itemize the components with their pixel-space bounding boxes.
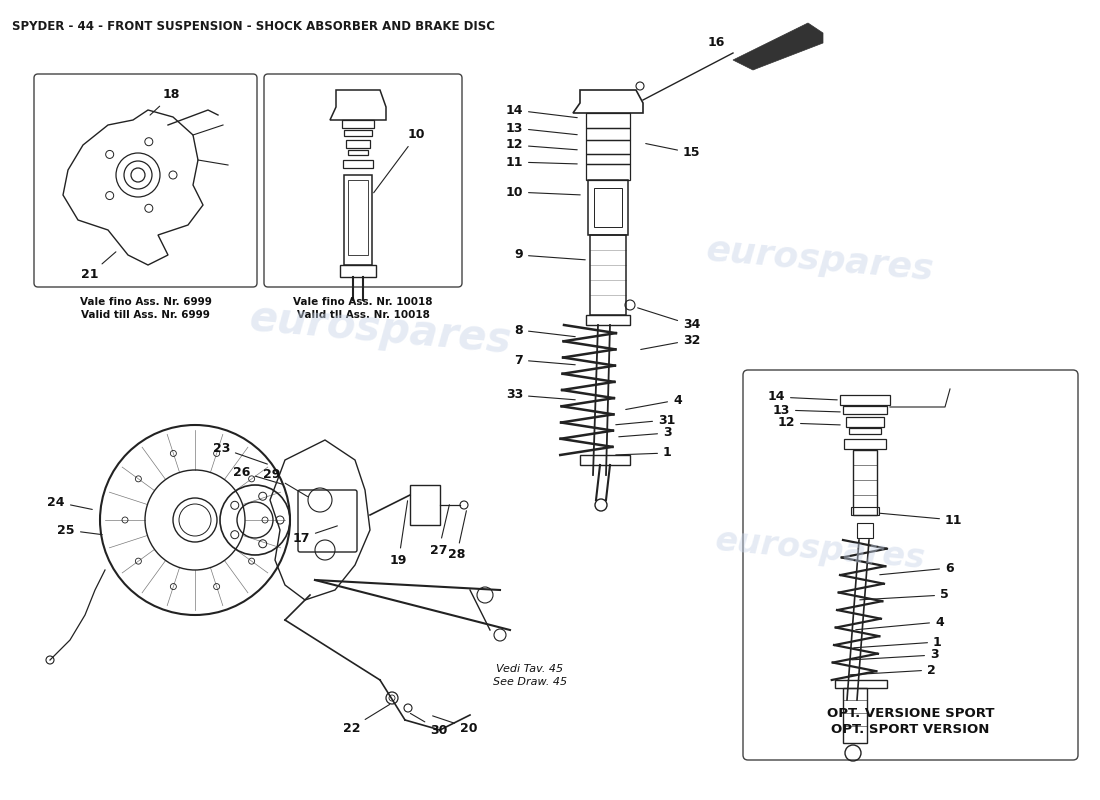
Text: 13: 13: [506, 122, 578, 134]
Text: 18: 18: [150, 89, 180, 115]
Bar: [594, 188, 621, 227]
Text: 14: 14: [768, 390, 837, 403]
Text: 30: 30: [410, 714, 448, 737]
Text: 12: 12: [506, 138, 578, 151]
Text: eurospares: eurospares: [714, 524, 926, 576]
Text: 24: 24: [47, 495, 92, 510]
Bar: [590, 235, 626, 315]
Text: eurospares: eurospares: [705, 233, 935, 287]
Text: 17: 17: [293, 526, 338, 545]
Bar: [344, 175, 372, 265]
Text: 33: 33: [506, 389, 575, 402]
Bar: [586, 164, 630, 180]
Text: 7: 7: [515, 354, 575, 366]
Text: 2: 2: [850, 663, 936, 677]
Text: 31: 31: [616, 414, 675, 426]
Bar: [586, 315, 630, 325]
Text: 28: 28: [448, 510, 466, 562]
Bar: [348, 180, 369, 255]
Text: 16: 16: [708, 36, 725, 49]
Text: OPT. VERSIONE SPORT: OPT. VERSIONE SPORT: [827, 707, 994, 720]
Text: 23: 23: [212, 442, 267, 464]
Bar: [348, 150, 369, 155]
Text: 19: 19: [390, 501, 408, 566]
Text: 21: 21: [80, 252, 116, 282]
Text: 8: 8: [515, 323, 575, 337]
Text: 11: 11: [506, 155, 578, 169]
Text: 13: 13: [772, 403, 840, 417]
Text: 4: 4: [626, 394, 682, 410]
Text: 1: 1: [854, 635, 942, 649]
Bar: [346, 140, 370, 148]
Bar: [846, 417, 884, 427]
Text: Valid till Ass. Nr. 6999: Valid till Ass. Nr. 6999: [81, 310, 210, 320]
Bar: [843, 406, 887, 414]
Text: Vale fino Ass. Nr. 10018: Vale fino Ass. Nr. 10018: [294, 297, 432, 307]
Bar: [849, 428, 881, 434]
Text: 25: 25: [57, 523, 102, 537]
Text: Vedi Tav. 45: Vedi Tav. 45: [496, 664, 563, 674]
Text: SPYDER - 44 - FRONT SUSPENSION - SHOCK ABSORBER AND BRAKE DISC: SPYDER - 44 - FRONT SUSPENSION - SHOCK A…: [12, 20, 495, 33]
Text: 10: 10: [506, 186, 580, 198]
Text: 34: 34: [638, 308, 701, 331]
Text: 22: 22: [342, 705, 389, 734]
Text: 20: 20: [432, 716, 477, 734]
Text: 32: 32: [640, 334, 701, 350]
Text: 4: 4: [856, 615, 944, 630]
Bar: [342, 120, 374, 128]
Bar: [851, 507, 879, 515]
Text: 29: 29: [263, 469, 308, 497]
Text: 27: 27: [430, 505, 450, 557]
Bar: [580, 455, 630, 465]
Text: 26: 26: [232, 466, 283, 484]
Text: See Draw. 45: See Draw. 45: [493, 677, 568, 687]
Text: 3: 3: [851, 649, 938, 662]
Text: 11: 11: [880, 514, 962, 526]
Bar: [586, 140, 630, 154]
Text: 3: 3: [619, 426, 672, 439]
Text: 5: 5: [860, 589, 948, 602]
Text: OPT. SPORT VERSION: OPT. SPORT VERSION: [832, 723, 990, 736]
Bar: [857, 523, 873, 538]
Bar: [852, 450, 877, 515]
Text: Valld tll Ass. Nr. 10018: Valld tll Ass. Nr. 10018: [297, 310, 429, 320]
Text: 12: 12: [778, 417, 840, 430]
Bar: [586, 128, 630, 140]
Text: 6: 6: [880, 562, 954, 574]
Bar: [340, 265, 376, 277]
Text: 10: 10: [374, 129, 426, 193]
Text: 15: 15: [646, 143, 701, 159]
Bar: [844, 439, 886, 449]
Bar: [344, 130, 372, 136]
Bar: [586, 113, 630, 128]
Polygon shape: [733, 23, 823, 70]
Text: Vale fino Ass. Nr. 6999: Vale fino Ass. Nr. 6999: [79, 297, 211, 307]
Text: 9: 9: [515, 249, 585, 262]
Bar: [586, 154, 630, 164]
Text: 14: 14: [506, 103, 578, 118]
Bar: [840, 395, 890, 405]
Text: 1: 1: [616, 446, 672, 459]
Bar: [588, 180, 628, 235]
Bar: [343, 160, 373, 168]
Text: eurospares: eurospares: [248, 298, 513, 362]
Bar: [835, 680, 887, 688]
Bar: [843, 688, 867, 743]
